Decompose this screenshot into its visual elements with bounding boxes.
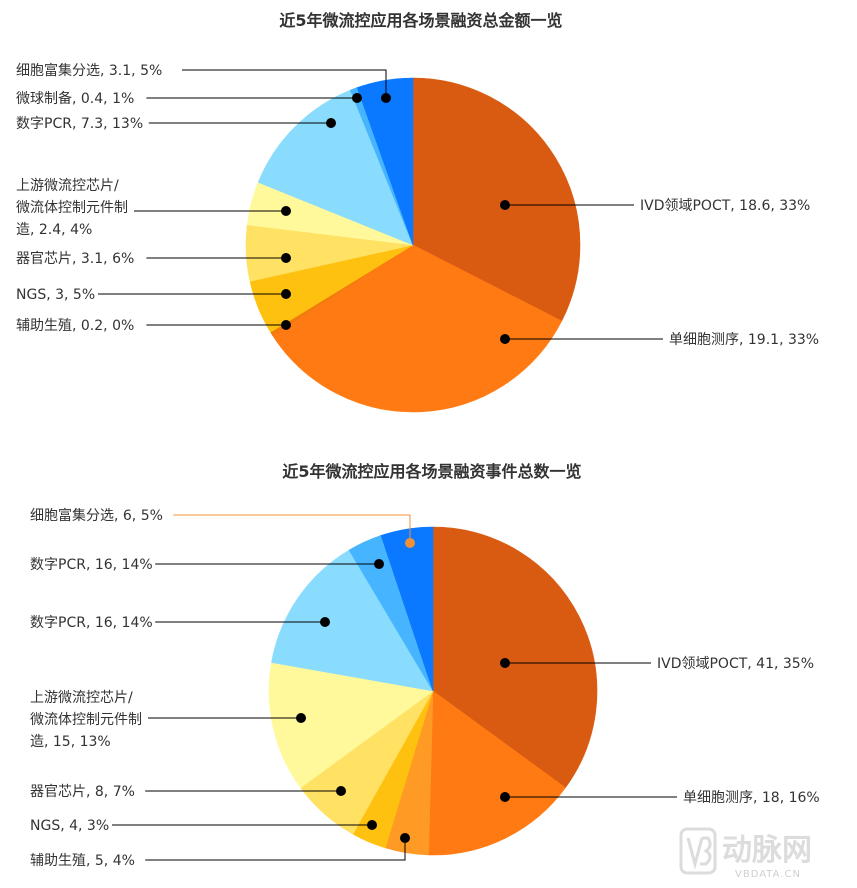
leader-dot xyxy=(352,93,362,103)
slice-label-器官芯片: 器官芯片, 3.1, 6% xyxy=(16,251,134,267)
slice-label-上游微流控芯片-微流体控制元件制造: 上游微流控芯片/ xyxy=(16,178,119,194)
leader-dot xyxy=(281,289,291,299)
leader-dot xyxy=(500,658,510,668)
watermark: 动脉网 VBDATA.CN xyxy=(679,827,812,880)
slice-label-上游微流控芯片-微流体控制元件制造: 上游微流控芯片/ xyxy=(30,690,133,706)
leader-dot xyxy=(336,786,346,796)
slice-label-微球制备: 微球制备, 0.4, 1% xyxy=(16,90,134,107)
vb-logo-icon xyxy=(679,827,717,875)
leader-dot xyxy=(281,320,291,330)
leader-line xyxy=(182,69,387,98)
slice-label-上游微流控芯片-微流体控制元件制造: 造, 15, 13% xyxy=(30,734,111,750)
leader-dot xyxy=(381,93,391,103)
chart-title: 近5年微流控应用各场景融资事件总数一览 xyxy=(282,462,581,481)
slice-label-辅助生殖: 辅助生殖, 5, 4% xyxy=(30,852,135,869)
leader-dot xyxy=(320,617,330,627)
slice-label-ivd领域poct: IVD领域POCT, 41, 35% xyxy=(657,656,814,672)
pie-slice-数字pcr-6 xyxy=(257,89,414,246)
slice-label-细胞富集分选: 细胞富集分选, 6, 5% xyxy=(30,507,163,524)
pie-slice-上游微流控芯片-微流体控制元件制造-5 xyxy=(268,662,434,789)
chart-title: 近5年微流控应用各场景融资总金额一览 xyxy=(279,11,562,30)
leader-dot xyxy=(500,792,510,802)
leader-dot xyxy=(326,118,336,128)
leader-dot xyxy=(405,538,415,548)
pie-slice-ivd领域poct-0 xyxy=(412,77,581,322)
pie-slice-单细胞测序-1 xyxy=(272,244,563,413)
slice-label-辅助生殖: 辅助生殖, 0.2, 0% xyxy=(16,317,134,334)
slice-label-上游微流控芯片-微流体控制元件制造: 微流体控制元件制 xyxy=(30,712,142,728)
pie-chart-funding-events: 近5年微流控应用各场景融资事件总数一览 IVD领域POCT, 41, 35% 单细胞… xyxy=(30,462,820,869)
watermark-site: VBDATA.CN xyxy=(735,869,801,880)
leader-line xyxy=(173,514,411,543)
leader-dot xyxy=(281,253,291,263)
leader-dot xyxy=(500,334,510,344)
slice-label-上游微流控芯片-微流体控制元件制造: 微流体控制元件制 xyxy=(16,200,128,216)
slice-label-ngs: NGS, 3, 5% xyxy=(16,287,95,303)
slice-label-单细胞测序: 单细胞测序, 18, 16% xyxy=(683,790,820,806)
leader-dot xyxy=(400,833,410,843)
leader-dot xyxy=(296,713,306,723)
leader-dot xyxy=(367,820,377,830)
slice-label-上游微流控芯片-微流体控制元件制造: 造, 2.4, 4% xyxy=(16,222,92,238)
slice-label-数字pcr: 数字PCR, 16, 14% xyxy=(30,615,153,631)
pie-chart-funding-amount: 近5年微流控应用各场景融资总金额一览 IVD领域POCT, 18.6, 33% 单细… xyxy=(16,11,819,413)
pie-slice-ivd领域poct-0 xyxy=(432,526,598,789)
slice-label-单细胞测序: 单细胞测序, 19.1, 33% xyxy=(669,332,819,348)
slice-label-细胞富集分选: 细胞富集分选, 3.1, 5% xyxy=(16,62,162,79)
slice-label-数字pcr: 数字PCR, 7.3, 13% xyxy=(16,116,143,132)
pie-slice-细胞富集分选-8 xyxy=(356,77,414,246)
leader-dot xyxy=(281,206,291,216)
watermark-brand: 动脉网 xyxy=(722,833,812,868)
pie-slice-数字pcr-6 xyxy=(271,549,434,692)
leader-line xyxy=(145,838,406,861)
slice-label-ngs: NGS, 4, 3% xyxy=(30,818,109,834)
slice-label-器官芯片: 器官芯片, 8, 7% xyxy=(30,784,135,800)
slice-label-数字pcr: 数字PCR, 16, 14% xyxy=(30,557,153,573)
slice-label-ivd领域poct: IVD领域POCT, 18.6, 33% xyxy=(640,198,810,214)
leader-dot xyxy=(374,559,384,569)
leader-dot xyxy=(500,200,510,210)
pie-slice-细胞富集分选-8 xyxy=(380,526,434,692)
